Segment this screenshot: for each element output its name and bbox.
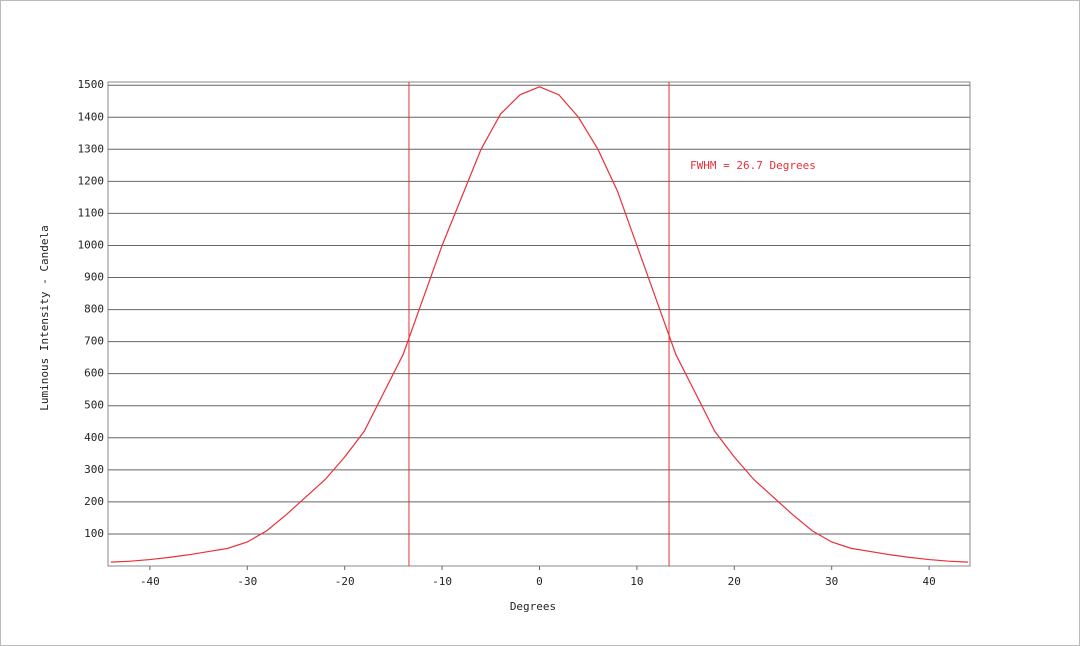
y-axis-label: Luminous Intensity - Candela [38,225,51,410]
y-tick-label: 500 [84,399,104,412]
x-tick-label: -40 [140,575,160,588]
y-tick-label: 100 [84,527,104,540]
x-tick-label: -30 [237,575,257,588]
y-tick-label: 1300 [78,142,105,155]
plot-area [107,81,971,567]
x-tick-label: -10 [432,575,452,588]
x-tick-label: 20 [728,575,741,588]
x-tick-label: 40 [922,575,935,588]
y-tick-label: 700 [84,335,104,348]
y-tick-label: 400 [84,431,104,444]
x-tick-label: -20 [335,575,355,588]
y-tick-label: 900 [84,271,104,284]
y-tick-label: 1200 [78,174,105,187]
y-tick-label: 1500 [78,78,105,91]
annotation: FWHM = 26.7 Degrees [690,159,816,172]
y-tick-label: 600 [84,367,104,380]
y-tick-label: 200 [84,495,104,508]
x-axis-label: Degrees [510,600,556,613]
x-tick-label: 30 [825,575,838,588]
y-tick-label: 1400 [78,110,105,123]
data-line [110,86,969,563]
y-tick-label: 800 [84,303,104,316]
y-tick-label: 1100 [78,206,105,219]
y-tick-label: 1000 [78,238,105,251]
x-tick-label: 0 [536,575,543,588]
y-tick-label: 300 [84,463,104,476]
x-tick-label: 10 [630,575,643,588]
